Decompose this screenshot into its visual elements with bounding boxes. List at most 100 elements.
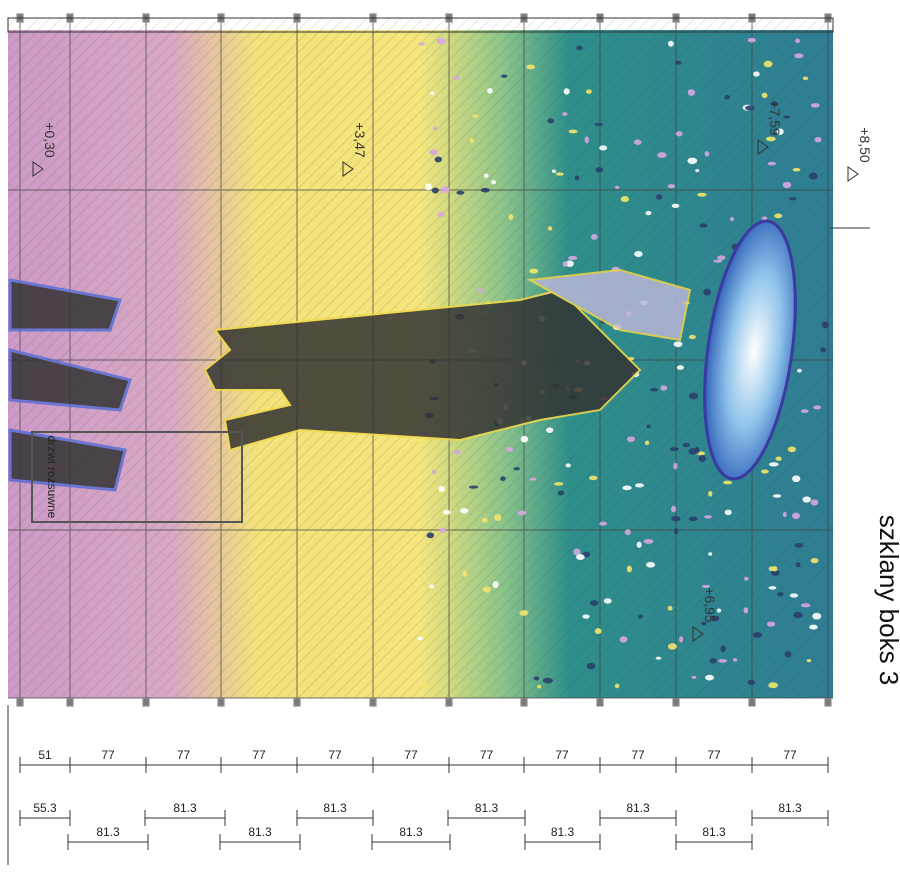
- dot: [765, 136, 776, 142]
- dot: [480, 187, 490, 193]
- dot: [789, 593, 799, 598]
- dot: [635, 483, 645, 488]
- dot: [482, 586, 491, 593]
- bracket: [142, 13, 150, 23]
- dot: [679, 636, 684, 643]
- dot: [743, 607, 749, 614]
- dimension-label: 81.3: [248, 825, 272, 839]
- dot: [775, 456, 782, 461]
- dot: [622, 485, 632, 491]
- dot: [673, 462, 678, 470]
- dot: [429, 149, 438, 156]
- dot: [418, 42, 425, 46]
- bracket: [66, 13, 74, 23]
- bracket: [748, 697, 756, 707]
- roof-edge: [7, 17, 834, 33]
- dot: [813, 405, 822, 410]
- dot: [533, 676, 540, 681]
- dot: [575, 554, 585, 560]
- dot: [782, 181, 792, 189]
- dot: [795, 562, 801, 568]
- dot: [792, 167, 801, 172]
- bracket: [748, 13, 756, 23]
- dot: [695, 169, 700, 173]
- dot: [701, 584, 711, 588]
- dot: [555, 172, 564, 176]
- dot: [694, 447, 700, 454]
- dot: [704, 151, 710, 157]
- dot: [513, 467, 520, 471]
- dot: [766, 621, 776, 627]
- dot: [584, 136, 590, 144]
- dot: [794, 53, 804, 59]
- dot: [655, 656, 662, 660]
- dot: [752, 632, 763, 638]
- dot: [675, 131, 683, 137]
- dot: [797, 368, 802, 373]
- dot: [650, 388, 659, 392]
- dot: [481, 517, 488, 523]
- dot: [417, 437, 424, 444]
- dot: [800, 409, 809, 414]
- dot: [716, 608, 722, 613]
- dot: [547, 118, 555, 124]
- dot: [599, 145, 608, 151]
- dot: [720, 645, 726, 653]
- dot: [529, 477, 537, 481]
- dot: [763, 60, 773, 68]
- dot: [671, 515, 681, 522]
- dot: [603, 598, 612, 604]
- dot: [708, 490, 713, 497]
- dot: [699, 223, 708, 228]
- dot: [667, 184, 676, 189]
- bracket: [672, 13, 680, 23]
- level-symbol: [692, 626, 704, 642]
- dot: [697, 192, 707, 197]
- dimension-label: 55.3: [33, 801, 57, 815]
- dot: [492, 581, 499, 589]
- dimension-label: 77: [707, 748, 721, 762]
- level-mark: +6,95: [702, 587, 718, 623]
- dot: [701, 621, 707, 626]
- dot: [814, 136, 822, 143]
- dot: [674, 528, 679, 535]
- dot: [645, 561, 656, 568]
- dimension-label: 77: [555, 748, 569, 762]
- dot: [784, 651, 792, 658]
- dot: [810, 103, 820, 108]
- dot: [636, 541, 642, 548]
- dot: [667, 40, 674, 47]
- dot: [704, 515, 712, 519]
- dot: [770, 101, 778, 107]
- level-mark: +8,50: [857, 127, 873, 163]
- bracket: [824, 13, 832, 23]
- dot: [645, 210, 652, 216]
- figures: [8, 268, 692, 492]
- dot: [713, 259, 723, 263]
- dot: [787, 446, 797, 453]
- dot: [747, 679, 756, 686]
- level-symbol: [342, 161, 354, 177]
- dot: [767, 161, 777, 166]
- level-symbol: [32, 161, 44, 177]
- dot: [595, 167, 604, 173]
- dot: [698, 455, 707, 462]
- dot: [439, 527, 446, 534]
- dot: [655, 194, 663, 200]
- dot: [491, 180, 496, 185]
- dot: [557, 490, 565, 496]
- dot: [565, 260, 574, 268]
- dot: [723, 480, 733, 485]
- dot: [417, 636, 423, 641]
- dot: [718, 658, 727, 663]
- dot: [586, 89, 592, 94]
- dot: [563, 88, 570, 95]
- dot: [588, 475, 598, 481]
- dot: [671, 203, 680, 208]
- bracket: [520, 697, 528, 707]
- dot: [594, 628, 602, 635]
- title: szklany boks 3: [874, 515, 900, 686]
- dot: [688, 392, 699, 400]
- bracket: [16, 13, 24, 23]
- dot: [426, 532, 435, 539]
